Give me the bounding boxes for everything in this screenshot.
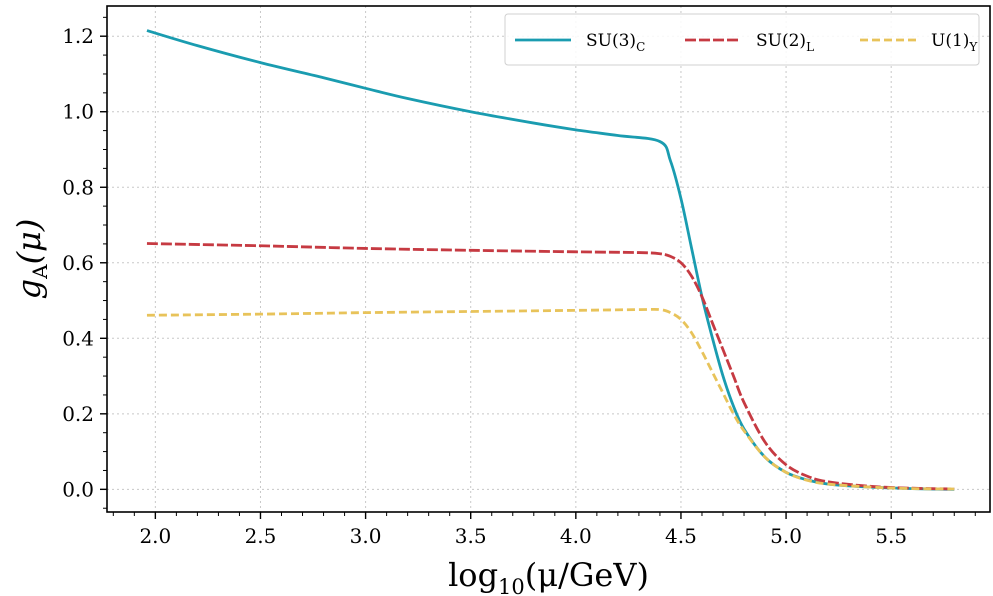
- legend-label-2: SU(2)L: [756, 31, 814, 54]
- legend-label-main: U(1): [931, 31, 969, 51]
- grid: [107, 6, 990, 512]
- legend-label-sub: C: [636, 40, 645, 54]
- x-tick-label: 2.5: [245, 524, 277, 548]
- x-axis-label-sub: 10: [498, 575, 525, 596]
- legend-label-sub: Y: [968, 40, 978, 54]
- x-tick-label: 5.0: [770, 524, 802, 548]
- y-axis-label: gA(μ): [10, 219, 52, 300]
- x-tick-label: 2.0: [139, 524, 171, 548]
- y-axis-label-sub: A: [28, 264, 52, 280]
- legend-label-main: SU(3): [586, 31, 636, 51]
- legend: SU(3)C SU(2)L U(1)Y: [504, 13, 980, 66]
- x-tick-label: 4.0: [560, 524, 592, 548]
- x-tick-label: 5.5: [875, 524, 907, 548]
- legend-label-main: SU(2): [756, 31, 806, 51]
- x-tick-label: 4.5: [665, 524, 697, 548]
- tick-labels: 2.0 2.5 3.0 3.5 4.0 4.5 5.0 5.5 0.0 0.2 0.4 0.6 0.8 1…: [62, 24, 907, 548]
- y-tick-label: 1.2: [62, 24, 94, 48]
- axis-ticks: [100, 16, 976, 519]
- x-axis-label-main: log: [448, 556, 498, 594]
- x-axis-label-rest: (μ/GeV): [525, 556, 649, 594]
- legend-label-1: SU(3)C: [586, 31, 645, 54]
- series-line-3: [146, 307, 955, 491]
- y-tick-label: 0.6: [62, 251, 94, 275]
- y-tick-label: 1.0: [62, 100, 94, 124]
- legend-label-sub: L: [806, 40, 814, 54]
- y-tick-label: 0.4: [62, 326, 94, 350]
- legend-box: [504, 13, 980, 66]
- y-tick-label: 0.0: [62, 477, 94, 501]
- x-tick-label: 3.0: [350, 524, 382, 548]
- series-layer: [146, 29, 955, 491]
- series-line-1: [146, 29, 955, 491]
- y-axis-label-main: g: [10, 279, 48, 299]
- y-tick-label: 0.8: [62, 175, 94, 199]
- x-tick-label: 3.5: [455, 524, 487, 548]
- x-axis-label: log10(μ/GeV): [448, 556, 649, 596]
- plot-frame: [106, 5, 991, 513]
- y-axis-label-rest: (μ): [10, 219, 48, 265]
- series-line-2: [146, 242, 955, 491]
- legend-label-3: U(1)Y: [931, 31, 978, 54]
- y-tick-label: 0.2: [62, 402, 94, 426]
